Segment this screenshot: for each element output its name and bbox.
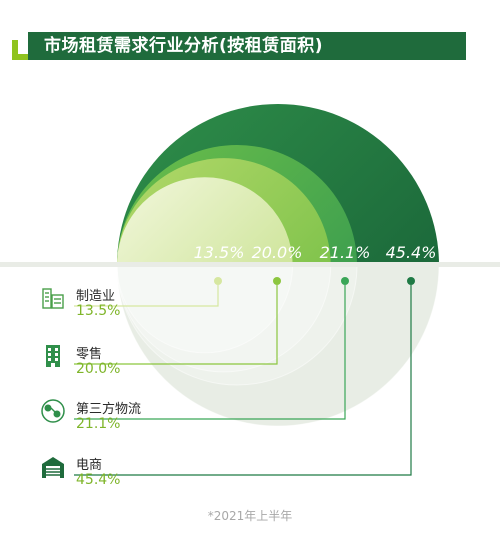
- corner-accent: [12, 40, 32, 60]
- title-bar: 市场租赁需求行业分析(按租赁面积): [28, 32, 466, 60]
- legend-category-3: 第三方物流: [76, 402, 142, 417]
- legend-value-4: 45.4%: [76, 472, 121, 488]
- factory-icon: [40, 285, 66, 311]
- warehouse-icon: [40, 454, 66, 480]
- bubble-1: [117, 177, 293, 265]
- legend-value-3: 21.1%: [76, 416, 121, 432]
- legend-category-1: 制造业: [76, 289, 116, 304]
- value-label-3: 21.1%: [320, 243, 371, 262]
- marker-dot-1: [214, 277, 222, 285]
- marker-dot-4: [407, 277, 415, 285]
- bubble-reflection-3: [116, 265, 358, 386]
- leader-line-2: [74, 285, 278, 365]
- legend-category-2: 零售: [76, 347, 103, 362]
- bubble-reflection-1: [116, 265, 294, 354]
- marker-dot-3: [341, 277, 349, 285]
- marker-dot-2: [273, 277, 281, 285]
- value-label-1: 13.5%: [194, 243, 245, 262]
- value-label-2: 20.0%: [252, 243, 303, 262]
- value-label-4: 45.4%: [386, 243, 437, 262]
- legend-value-1: 13.5%: [76, 303, 121, 319]
- bubble-reflection-4: [116, 265, 440, 427]
- leader-line-1: [74, 285, 219, 307]
- legend-value-2: 20.0%: [76, 361, 121, 377]
- leader-line-4: [74, 285, 412, 476]
- legend-category-4: 电商: [76, 458, 103, 473]
- logistics-icon: [40, 398, 66, 424]
- chart-title: 市场租赁需求行业分析(按租赁面积): [44, 36, 324, 56]
- building-icon: [40, 343, 66, 369]
- leader-line-3: [74, 285, 346, 420]
- horizon-band: [0, 262, 500, 267]
- footnote: *2021年上半年: [207, 509, 293, 523]
